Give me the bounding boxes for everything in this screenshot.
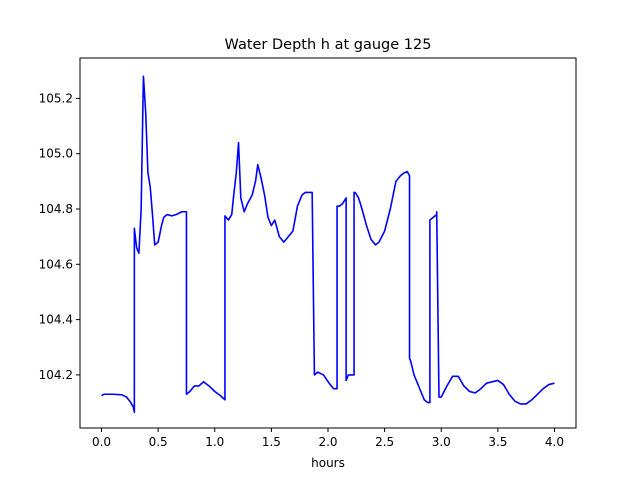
x-tick-label: 0.5 [149, 435, 168, 449]
x-tick-label: 0.0 [92, 435, 111, 449]
x-axis-label: hours [311, 456, 345, 470]
y-tick-label: 104.8 [39, 202, 73, 216]
y-tick-label: 105.2 [39, 91, 73, 105]
plot-frame [79, 57, 577, 429]
y-axis-ticks: 104.2 104.4 104.6 104.8 105.0 105.2 [39, 91, 80, 382]
y-tick-label: 105.0 [39, 147, 73, 161]
chart-title: Water Depth h at gauge 125 [225, 37, 432, 53]
y-tick-label: 104.6 [39, 257, 73, 271]
x-tick-label: 1.5 [262, 435, 281, 449]
x-tick-label: 1.0 [205, 435, 224, 449]
x-tick-label: 3.5 [488, 435, 507, 449]
y-tick-label: 104.2 [39, 368, 73, 382]
x-tick-label: 2.5 [375, 435, 394, 449]
x-tick-label: 3.0 [432, 435, 451, 449]
water-depth-line [101, 75, 555, 414]
x-tick-label: 2.0 [318, 435, 337, 449]
x-axis-ticks: 0.0 0.5 1.0 1.5 2.0 2.5 3.0 3.5 4.0 [92, 428, 564, 449]
x-tick-label: 4.0 [545, 435, 564, 449]
plot-layer [101, 75, 555, 414]
y-tick-label: 104.4 [39, 313, 73, 327]
